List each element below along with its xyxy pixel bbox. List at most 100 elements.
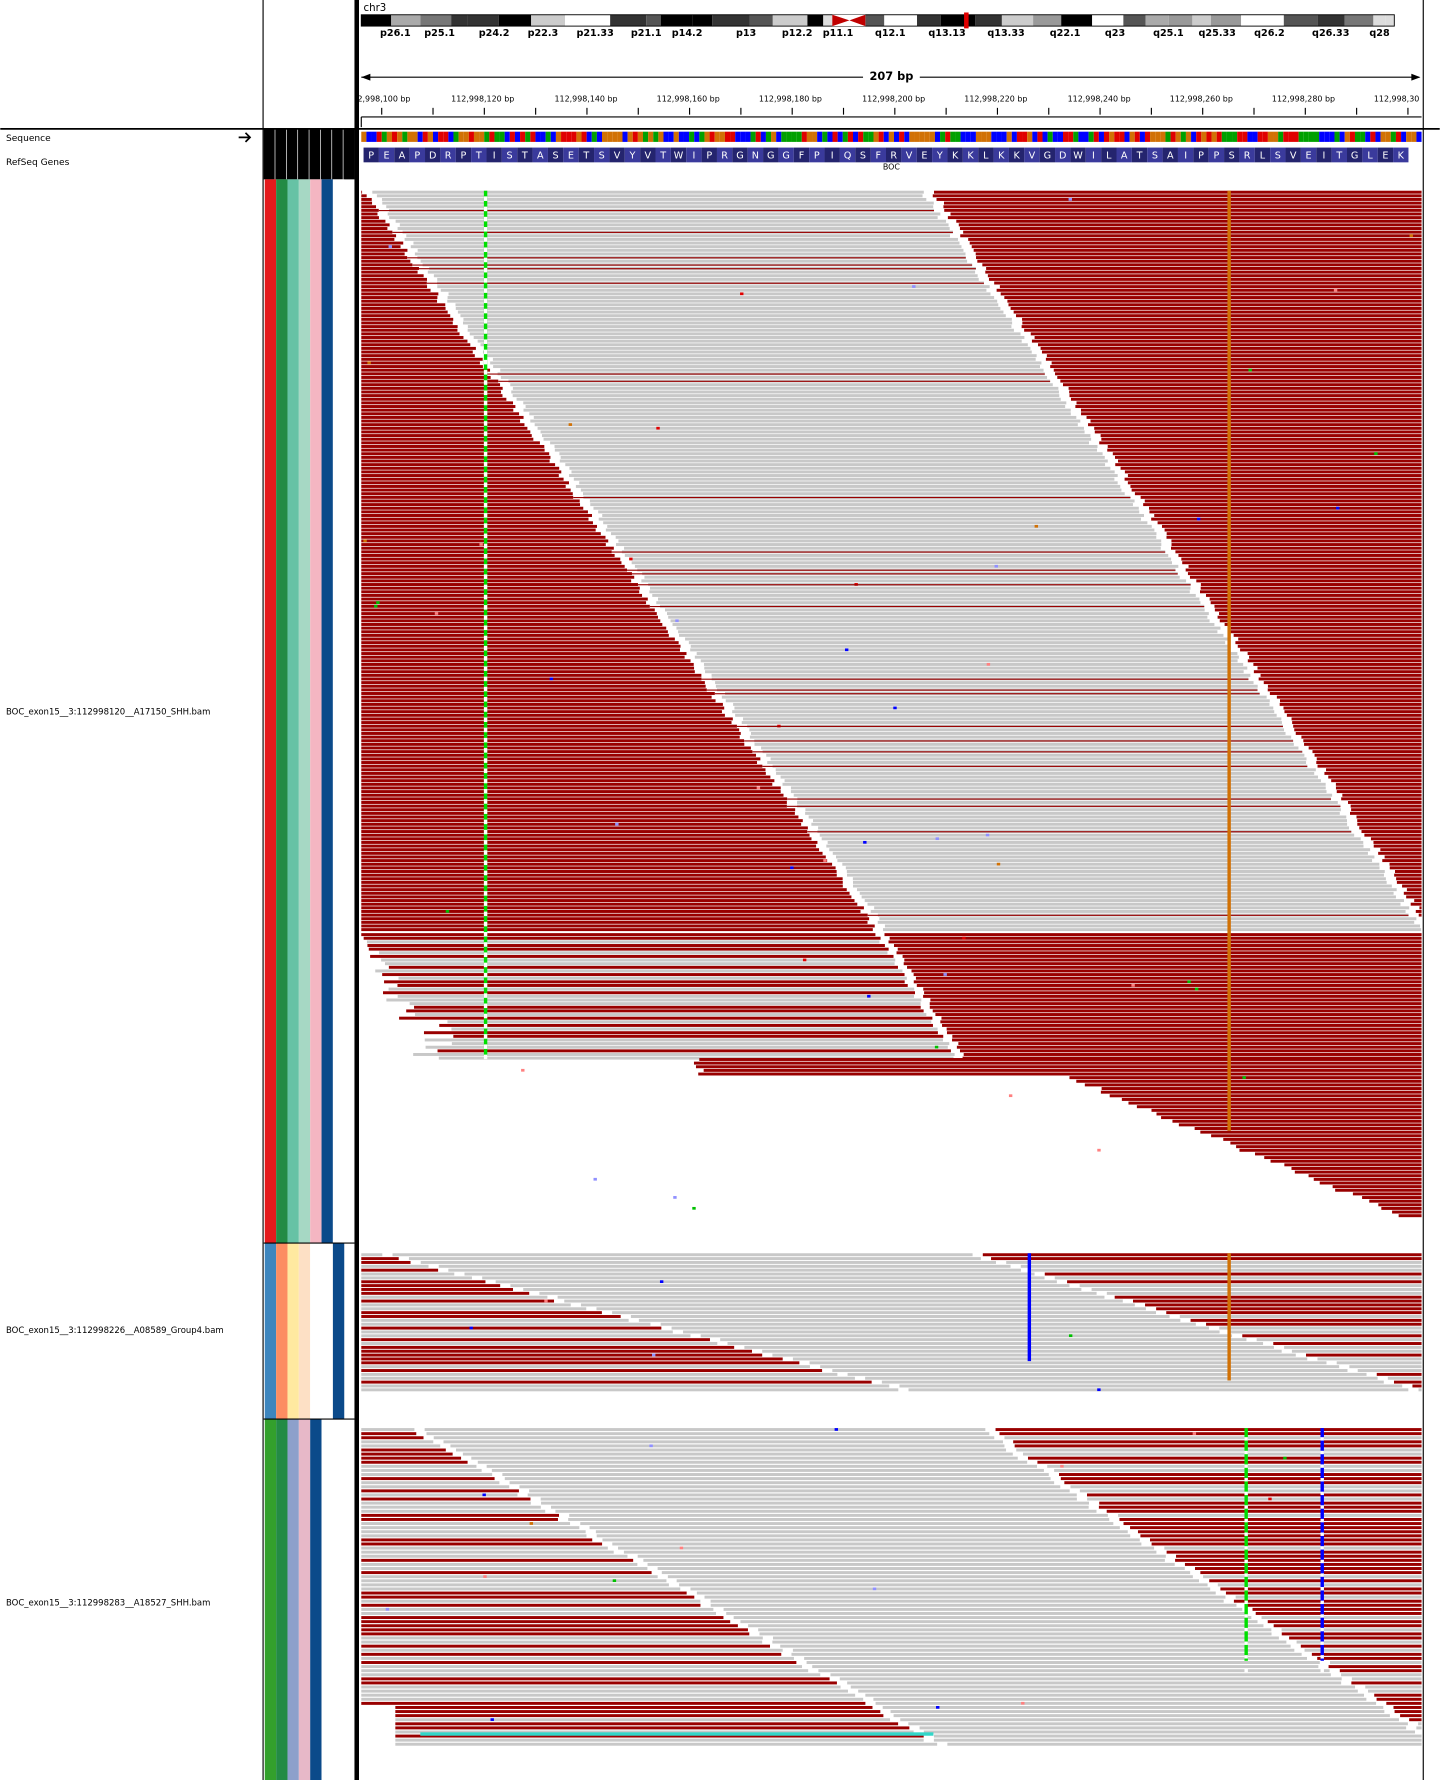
read [676, 1579, 1200, 1583]
amino-acid: I [831, 151, 834, 162]
read [361, 208, 379, 212]
read [555, 1509, 1097, 1513]
read [361, 1587, 681, 1591]
amino-acid: K [952, 151, 959, 162]
read [624, 553, 1169, 557]
read [361, 877, 843, 881]
read [361, 248, 408, 252]
base [663, 131, 669, 142]
read [361, 633, 669, 637]
read [418, 268, 976, 270]
read [1294, 1170, 1422, 1174]
read [1349, 1365, 1422, 1369]
read [361, 1636, 763, 1640]
base [981, 131, 987, 142]
read [1314, 753, 1422, 757]
snp-gap [1244, 1478, 1248, 1482]
read [361, 1357, 783, 1361]
read [1263, 681, 1422, 685]
read [956, 1045, 1422, 1049]
base [765, 131, 772, 142]
read [1151, 1542, 1422, 1546]
read [361, 924, 875, 928]
read [361, 354, 475, 358]
read [1284, 1345, 1422, 1349]
read [671, 1326, 1210, 1330]
read [865, 1376, 1378, 1380]
cytoband [498, 14, 532, 27]
read [361, 1497, 531, 1501]
base [760, 131, 766, 142]
read [1101, 437, 1422, 441]
codon [1300, 147, 1317, 163]
read [667, 1575, 1193, 1579]
read [386, 205, 934, 209]
read [361, 706, 725, 710]
read [1076, 1079, 1422, 1083]
read [723, 1607, 1243, 1611]
codon [809, 147, 825, 163]
read [361, 753, 757, 757]
read [1051, 361, 1422, 365]
cytoband [1344, 14, 1374, 27]
read [772, 1353, 1296, 1357]
read [404, 237, 958, 241]
read [740, 1620, 1258, 1624]
mismatch [912, 285, 916, 288]
read [790, 786, 1326, 790]
base [796, 131, 802, 142]
snp-gap [483, 431, 488, 436]
base [520, 131, 526, 142]
read [462, 1452, 1013, 1456]
base [678, 131, 684, 142]
read [361, 383, 501, 387]
read [720, 1338, 1247, 1342]
read [956, 219, 1422, 223]
base [1411, 131, 1417, 142]
read [361, 252, 405, 256]
base [1144, 131, 1151, 142]
base [581, 131, 587, 142]
snp-gap [483, 1023, 488, 1029]
read [361, 390, 502, 394]
read [940, 1020, 1422, 1024]
mismatch [363, 539, 367, 543]
read [873, 1697, 1367, 1701]
read [782, 782, 1326, 786]
base [842, 131, 848, 142]
read [1351, 1677, 1422, 1681]
read [1217, 615, 1422, 619]
amino-acid: W [674, 151, 684, 162]
cytoband [749, 14, 773, 27]
read [378, 210, 935, 212]
read [361, 1661, 797, 1664]
read [1284, 1163, 1422, 1167]
base [1349, 131, 1355, 142]
read [1393, 1705, 1422, 1709]
codon [1147, 147, 1163, 163]
snp-gap [483, 196, 488, 201]
snp-gap [483, 359, 488, 365]
read [361, 1276, 472, 1280]
read [1335, 782, 1422, 786]
base [750, 131, 756, 142]
read [559, 452, 1103, 456]
base [1011, 131, 1017, 142]
base [852, 131, 859, 142]
codon [1285, 147, 1301, 163]
snp-gap [483, 605, 488, 610]
read [1351, 808, 1422, 812]
read [1396, 880, 1422, 884]
read [427, 270, 976, 274]
read [932, 1009, 1422, 1013]
read [361, 296, 438, 300]
read [392, 1253, 973, 1257]
codon [1177, 147, 1194, 163]
read [1057, 375, 1422, 379]
base [668, 131, 674, 142]
amino-acid: D [1059, 151, 1066, 162]
read [1356, 815, 1422, 819]
read [361, 673, 702, 677]
snp-gap [1320, 1573, 1324, 1577]
read [361, 227, 388, 230]
